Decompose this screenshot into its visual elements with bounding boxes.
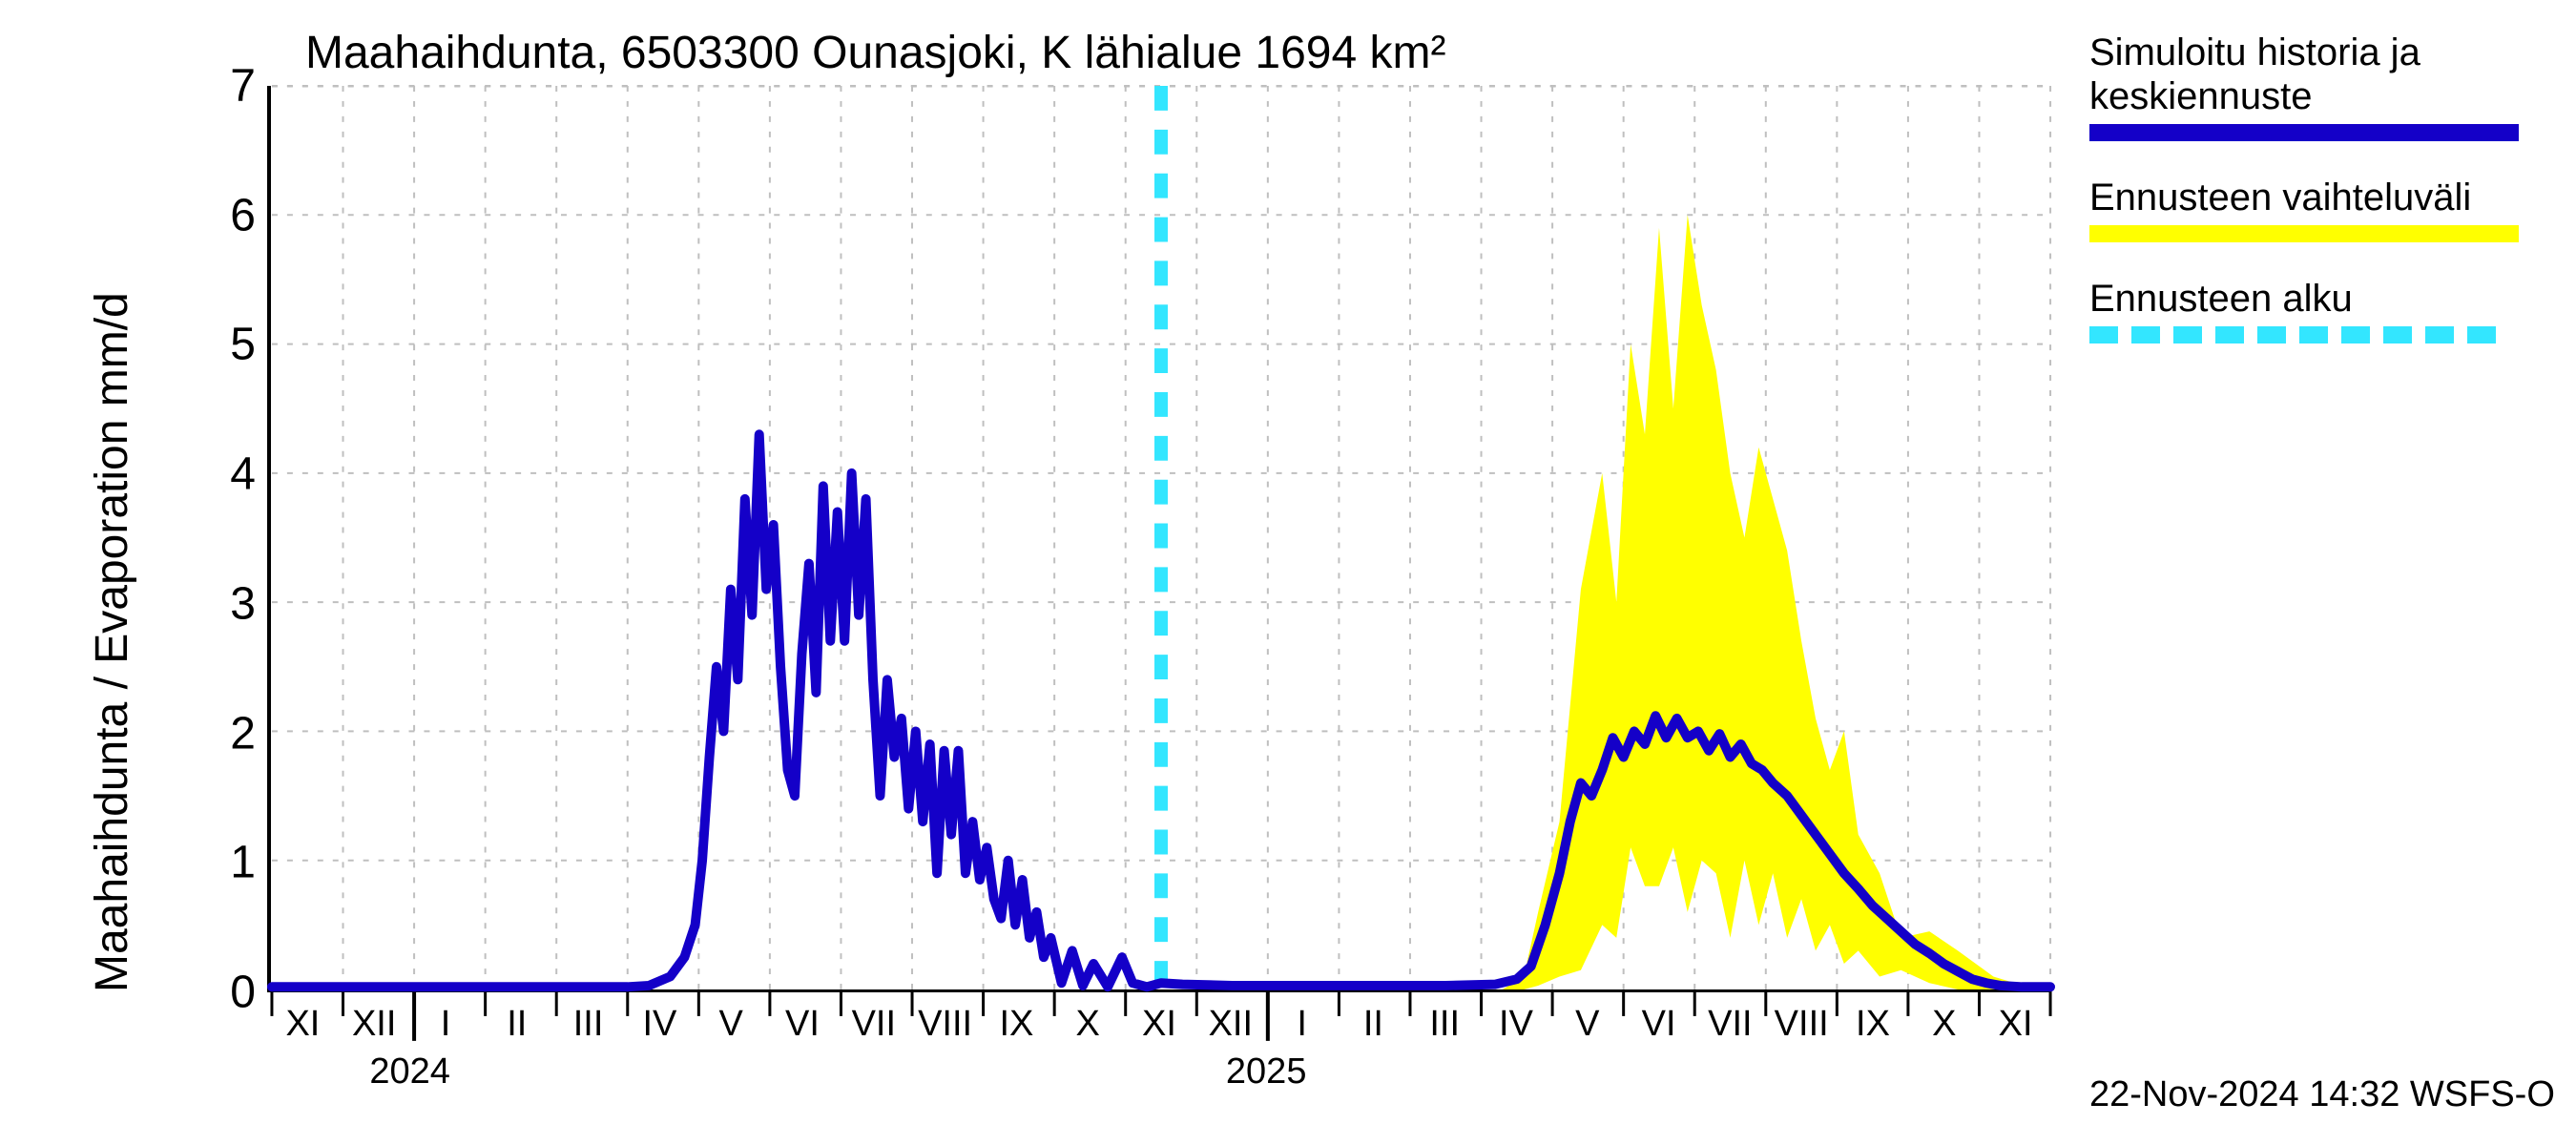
plot-svg	[271, 86, 2051, 989]
x-tick-label: IV	[642, 1004, 676, 1045]
x-tick-label: III	[1429, 1004, 1460, 1045]
chart-footer-timestamp: 22-Nov-2024 14:32 WSFS-O	[2089, 1074, 2555, 1115]
x-tick-label: II	[507, 1004, 527, 1045]
x-tick-label: V	[719, 1004, 743, 1045]
y-tick-label: 3	[210, 577, 256, 630]
plot-area	[267, 86, 2051, 992]
x-tick-label: VI	[785, 1004, 820, 1045]
x-tick-label: XI	[1142, 1004, 1176, 1045]
x-year-label: 2025	[1226, 1051, 1307, 1093]
x-tick-label: VIII	[1775, 1004, 1829, 1045]
legend-label: Ennusteen vaihteluväli	[2089, 176, 2519, 219]
x-tick-label: XII	[352, 1004, 396, 1045]
x-tick-label: I	[1297, 1004, 1307, 1045]
x-tick-label: XI	[1999, 1004, 2033, 1045]
chart-container: { "chart": { "type": "line-with-range", …	[0, 0, 2576, 1145]
x-tick-label: XII	[1209, 1004, 1253, 1045]
legend-label: Ennusteen alku	[2089, 277, 2519, 321]
x-year-label: 2024	[369, 1051, 450, 1093]
x-tick-label: II	[1363, 1004, 1383, 1045]
y-tick-label: 5	[210, 319, 256, 371]
x-tick-label: V	[1575, 1004, 1599, 1045]
legend-swatch	[2089, 124, 2519, 141]
y-tick-label: 4	[210, 448, 256, 501]
legend: Simuloitu historia jakeskiennuste Ennuste…	[2089, 31, 2519, 378]
y-tick-label: 1	[210, 837, 256, 889]
chart-title: Maahaihdunta, 6503300 Ounasjoki, K lähia…	[305, 27, 1445, 79]
legend-label: keskiennuste	[2089, 74, 2519, 118]
x-tick-label: IX	[999, 1004, 1033, 1045]
legend-entry: Ennusteen alku	[2089, 277, 2519, 344]
x-tick-label: VI	[1642, 1004, 1676, 1045]
x-tick-label: IX	[1856, 1004, 1890, 1045]
y-tick-label: 6	[210, 189, 256, 241]
y-tick-label: 0	[210, 967, 256, 1019]
x-tick-label: IV	[1499, 1004, 1533, 1045]
legend-entry: Ennusteen vaihteluväli	[2089, 176, 2519, 242]
x-tick-label: III	[573, 1004, 604, 1045]
x-tick-label: X	[1076, 1004, 1100, 1045]
legend-label: Simuloitu historia ja	[2089, 31, 2519, 74]
x-tick-label: VIII	[918, 1004, 972, 1045]
y-tick-label: 2	[210, 707, 256, 760]
y-axis-label: Maahaihdunta / Evaporation mm/d	[86, 292, 138, 992]
x-tick-label: I	[441, 1004, 451, 1045]
x-tick-label: VII	[852, 1004, 896, 1045]
x-tick-label: X	[1932, 1004, 1956, 1045]
legend-entry: Simuloitu historia jakeskiennuste	[2089, 31, 2519, 141]
legend-swatch	[2089, 326, 2519, 344]
y-tick-label: 7	[210, 60, 256, 113]
legend-swatch	[2089, 225, 2519, 242]
x-tick-label: VII	[1708, 1004, 1752, 1045]
x-tick-label: XI	[285, 1004, 320, 1045]
